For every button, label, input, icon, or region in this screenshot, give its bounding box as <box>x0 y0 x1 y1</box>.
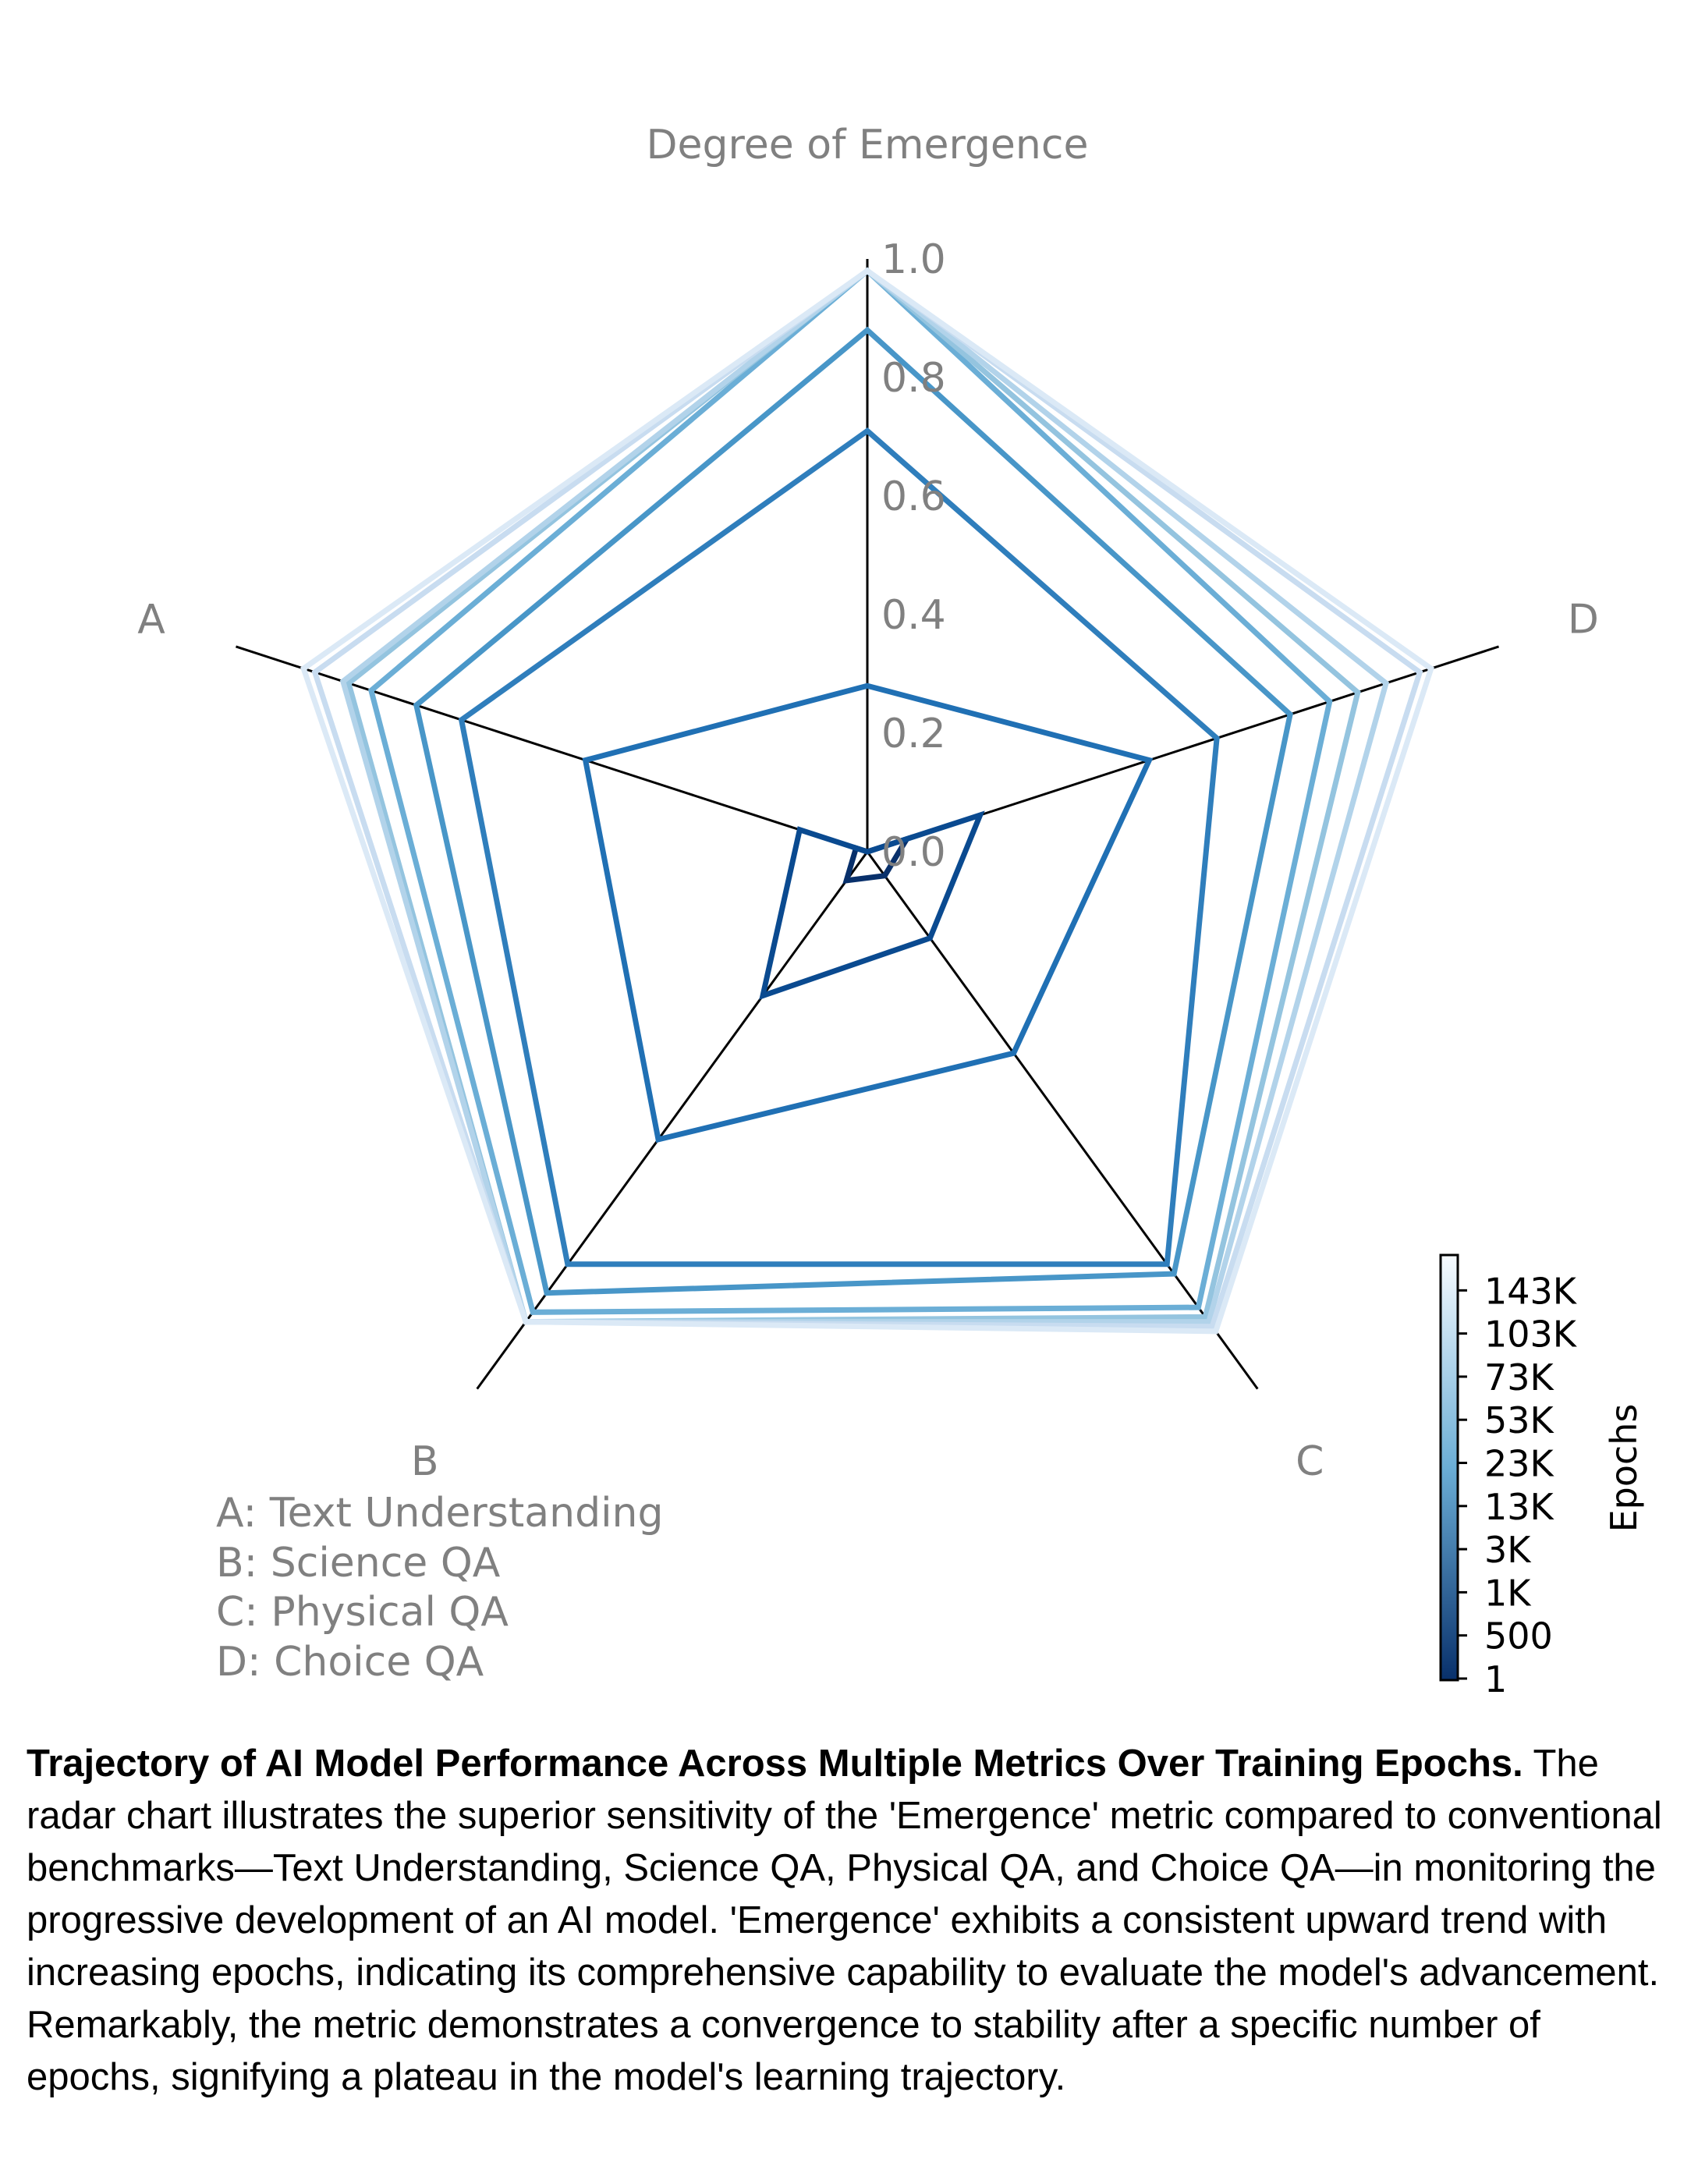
radial-tick-labels: 0.0 0.2 0.4 0.6 0.8 1.0 <box>881 236 946 876</box>
radar-chart: Degree of Emergence 0.0 0.2 0.4 0.6 0.8 1.0 D… <box>137 122 1645 1693</box>
colorbar-tick-label: 1 <box>1484 1658 1507 1693</box>
radial-tick-label: 0.8 <box>881 355 946 402</box>
radial-tick-label: 0.2 <box>881 711 946 757</box>
radial-axis-title: Degree of Emergence <box>647 122 1089 168</box>
colorbar-label: Epochs <box>1603 1404 1645 1533</box>
series-polygon-500 <box>759 810 985 1000</box>
series-polygon-13K <box>413 326 1293 1296</box>
radial-tick-label: 0.4 <box>881 592 946 639</box>
axis-legend-a: A: Text Understanding <box>216 1490 664 1537</box>
spoke-line <box>476 851 869 1390</box>
colorbar-tick-label: 23K <box>1484 1443 1555 1485</box>
axis-label-d: D <box>1568 597 1599 644</box>
caption-title: Trajectory of AI Model Performance Acros… <box>27 1743 1523 1785</box>
series-polygon-53K <box>346 267 1361 1325</box>
radial-tick-label: 0.6 <box>881 473 946 520</box>
axis-legend-c: C: Physical QA <box>216 1589 509 1636</box>
colorbar-tick-label: 53K <box>1484 1399 1555 1441</box>
axis-labels: D C B A <box>137 597 1599 1485</box>
caption-body: The radar chart illustrates the superior… <box>27 1743 1662 2098</box>
colorbar-tick-label: 1K <box>1484 1572 1532 1614</box>
colorbar-tick-label: 103K <box>1484 1314 1578 1356</box>
colorbar-tick-label: 500 <box>1484 1615 1553 1658</box>
axis-label-b: B <box>411 1438 439 1485</box>
series-polygon-143K <box>300 267 1434 1335</box>
axis-label-c: C <box>1296 1438 1324 1485</box>
colorbar-tick-label: 3K <box>1484 1529 1532 1571</box>
axis-label-a: A <box>137 597 165 644</box>
series-polygon-3K <box>458 427 1220 1268</box>
colorbar-tick-label: 143K <box>1484 1270 1578 1312</box>
axis-legend-d: D: Choice QA <box>216 1639 484 1686</box>
spoke-line <box>866 851 1259 1390</box>
radial-tick-label: 1.0 <box>881 236 946 283</box>
radar-series-group <box>300 267 1434 1335</box>
colorbar-gradient <box>1439 1253 1459 1682</box>
figure-caption: Trajectory of AI Model Performance Acros… <box>27 1738 1664 2104</box>
axis-legend: A: Text Understanding B: Science QA C: P… <box>216 1490 664 1686</box>
series-polygon-23K <box>367 267 1333 1315</box>
series-polygon-1K <box>582 682 1154 1143</box>
axis-legend-b: B: Science QA <box>216 1540 501 1587</box>
radial-tick-label: 0.0 <box>881 829 946 876</box>
colorbar-tick-label: 73K <box>1484 1356 1555 1399</box>
colorbar-tick-label: 13K <box>1484 1486 1555 1528</box>
